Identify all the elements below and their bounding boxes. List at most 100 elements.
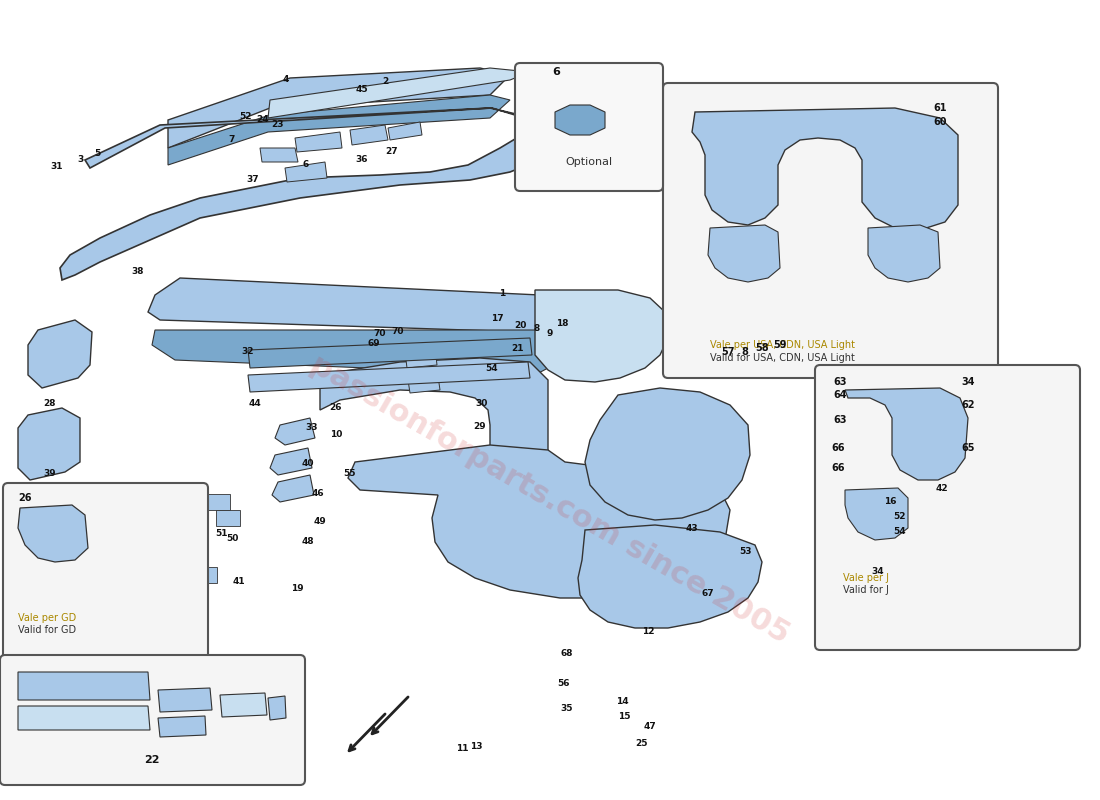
Text: 20: 20 [514,321,526,330]
Text: 58: 58 [756,343,769,353]
Text: 29: 29 [474,422,486,431]
Text: 8: 8 [741,347,748,357]
Polygon shape [845,388,968,480]
Text: 31: 31 [51,162,64,171]
Text: 48: 48 [301,537,315,546]
Text: 42: 42 [936,484,948,493]
Text: 34: 34 [961,377,975,387]
Text: 44: 44 [249,399,262,408]
Text: 54: 54 [893,527,906,536]
Polygon shape [275,418,315,445]
Text: 70: 70 [374,329,386,338]
Text: 70: 70 [392,327,405,336]
Text: 37: 37 [246,175,260,184]
Text: Optional: Optional [565,157,613,167]
Polygon shape [295,132,342,152]
Text: 12: 12 [641,627,654,636]
Text: 53: 53 [739,547,751,556]
Text: 60: 60 [933,117,947,127]
Text: 1: 1 [499,289,505,298]
Text: 49: 49 [314,517,327,526]
Polygon shape [692,108,958,230]
Text: 30: 30 [476,399,488,408]
Text: 67: 67 [702,589,714,598]
Polygon shape [158,688,212,712]
Text: 27: 27 [386,147,398,156]
Polygon shape [845,488,908,540]
Polygon shape [192,567,217,583]
Text: Valid for GD: Valid for GD [18,625,76,635]
Polygon shape [272,475,313,502]
Polygon shape [60,108,544,280]
Polygon shape [268,696,286,720]
Text: 6: 6 [552,67,560,77]
Polygon shape [556,105,605,135]
Text: 4: 4 [283,75,289,84]
Text: 41: 41 [233,577,245,586]
Polygon shape [388,122,422,140]
Text: 35: 35 [561,704,573,713]
Text: passionforparts.com since 2005: passionforparts.com since 2005 [306,350,794,650]
Polygon shape [168,68,510,148]
Text: 66: 66 [832,463,845,473]
FancyBboxPatch shape [663,83,998,378]
Text: 14: 14 [616,697,628,706]
Text: 10: 10 [330,430,342,439]
Polygon shape [18,672,150,700]
Text: 52: 52 [893,512,906,521]
Text: 52: 52 [239,112,251,121]
Text: 34: 34 [871,567,884,576]
Polygon shape [248,338,532,368]
Text: 62: 62 [961,400,975,410]
Text: 19: 19 [290,584,304,593]
Text: 63: 63 [834,415,847,425]
Polygon shape [220,693,267,717]
Polygon shape [206,494,230,510]
Text: 65: 65 [961,443,975,453]
Polygon shape [183,550,207,566]
Polygon shape [868,225,940,282]
Text: 23: 23 [272,120,284,129]
Text: 36: 36 [355,155,368,164]
Text: 21: 21 [512,344,525,353]
Polygon shape [18,408,80,480]
Text: 33: 33 [306,423,318,432]
Text: 47: 47 [644,722,657,731]
Text: 64: 64 [834,390,847,400]
Polygon shape [535,290,668,382]
Text: 6: 6 [302,160,309,169]
Text: 11: 11 [455,744,469,753]
FancyBboxPatch shape [3,483,208,671]
Polygon shape [268,68,530,118]
Text: 15: 15 [618,712,630,721]
Text: 17: 17 [491,314,504,323]
Polygon shape [173,532,197,548]
Text: 63: 63 [834,377,847,387]
Polygon shape [168,95,510,165]
Text: 45: 45 [355,85,368,94]
Text: 50: 50 [226,534,239,543]
Polygon shape [18,706,150,730]
Text: 59: 59 [773,340,786,350]
Text: 8: 8 [534,324,540,333]
Text: Vale per GD: Vale per GD [18,613,76,623]
Text: 7: 7 [229,135,235,144]
Text: 22: 22 [144,755,159,765]
Text: Valid for USA, CDN, USA Light: Valid for USA, CDN, USA Light [710,353,855,363]
Text: 28: 28 [44,399,56,408]
Text: 32: 32 [242,347,254,356]
Text: 54: 54 [486,364,498,373]
Text: 18: 18 [556,319,569,328]
Text: 56: 56 [558,679,570,688]
Polygon shape [270,448,312,475]
Text: 24: 24 [256,115,270,124]
Text: 51: 51 [216,529,229,538]
Text: 39: 39 [44,469,56,478]
Polygon shape [260,148,298,162]
Polygon shape [348,445,730,598]
Polygon shape [350,125,388,145]
Text: 5: 5 [94,149,100,158]
Polygon shape [148,278,560,332]
Polygon shape [408,376,440,393]
Polygon shape [285,162,327,182]
